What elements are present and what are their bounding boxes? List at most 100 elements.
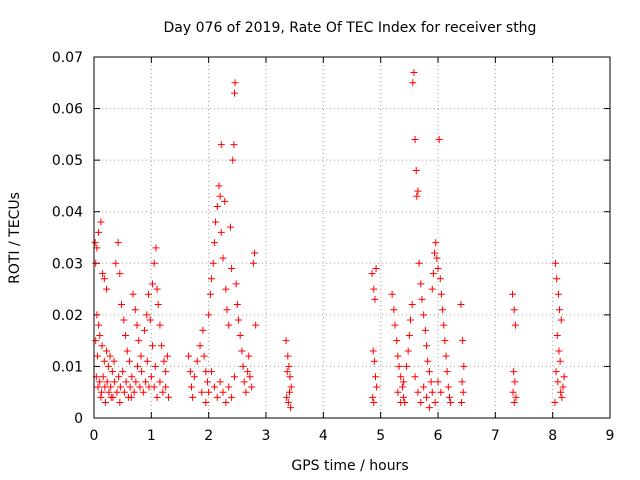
data-point: [431, 249, 439, 257]
data-point: [558, 393, 566, 401]
data-point: [509, 388, 517, 396]
data-point: [204, 378, 212, 386]
data-point: [123, 347, 131, 355]
data-point: [93, 352, 101, 360]
data-point: [510, 368, 518, 376]
data-point: [99, 373, 107, 381]
data-point: [394, 352, 402, 360]
data-point: [222, 285, 230, 293]
x-axis-title: GPS time / hours: [291, 458, 408, 474]
data-point: [126, 383, 134, 391]
y-tick-label: 0.05: [52, 153, 83, 169]
data-point: [234, 316, 242, 324]
data-point: [391, 321, 399, 329]
data-point: [119, 368, 127, 376]
data-point: [232, 280, 240, 288]
data-point: [116, 270, 124, 278]
data-point: [408, 301, 416, 309]
data-point: [428, 285, 436, 293]
y-axis-title: ROTI / TECUs: [7, 192, 23, 284]
data-point: [110, 357, 118, 365]
data-point: [107, 383, 115, 391]
data-point: [122, 378, 130, 386]
data-point: [369, 347, 377, 355]
data-point: [400, 393, 408, 401]
data-point: [417, 280, 425, 288]
data-point: [223, 306, 231, 314]
data-point: [420, 311, 428, 319]
plot-area-frame: [93, 56, 611, 419]
data-point: [216, 192, 224, 200]
data-point: [285, 362, 293, 370]
data-point: [99, 270, 107, 278]
data-point: [397, 399, 405, 407]
y-tick-label: 0.03: [52, 256, 83, 272]
data-point: [152, 244, 160, 252]
data-point: [511, 378, 519, 386]
data-point: [116, 383, 124, 391]
data-point: [282, 337, 290, 345]
data-point: [200, 352, 208, 360]
data-point: [559, 383, 567, 391]
data-point: [97, 388, 105, 396]
data-point: [395, 362, 403, 370]
data-point: [202, 399, 210, 407]
data-point: [554, 290, 562, 298]
data-point: [240, 378, 248, 386]
data-point: [421, 326, 429, 334]
data-point: [415, 259, 423, 267]
data-point: [404, 347, 412, 355]
data-point: [158, 342, 166, 350]
data-point: [106, 352, 114, 360]
x-tick-label: 8: [548, 428, 557, 444]
data-point: [226, 223, 234, 231]
x-tick-label: 9: [606, 428, 615, 444]
x-tick-label: 0: [90, 428, 99, 444]
data-point: [196, 342, 204, 350]
data-point: [146, 316, 154, 324]
data-point: [92, 259, 100, 267]
data-point: [186, 368, 194, 376]
data-point: [222, 399, 230, 407]
data-point: [447, 399, 455, 407]
data-point: [390, 306, 398, 314]
data-point: [409, 79, 417, 87]
data-point: [139, 388, 147, 396]
data-point: [411, 373, 419, 381]
data-point: [156, 321, 164, 329]
data-point: [115, 373, 123, 381]
data-point: [97, 393, 105, 401]
data-point: [239, 362, 247, 370]
data-point: [154, 301, 162, 309]
data-point: [437, 388, 445, 396]
data-point: [111, 378, 119, 386]
data-point: [120, 316, 128, 324]
data-point: [428, 388, 436, 396]
data-point: [206, 290, 214, 298]
data-point: [140, 326, 148, 334]
data-point: [457, 301, 465, 309]
chart-title: Day 076 of 2019, Rate Of TEC Index for r…: [164, 20, 537, 36]
data-point: [208, 275, 216, 283]
data-point: [557, 388, 565, 396]
data-point: [284, 399, 292, 407]
data-point: [423, 393, 431, 401]
data-point: [190, 373, 198, 381]
data-point: [252, 321, 260, 329]
data-point: [120, 388, 128, 396]
data-point: [137, 352, 145, 360]
data-point: [244, 368, 252, 376]
data-point: [133, 321, 141, 329]
data-point: [105, 388, 113, 396]
data-point: [212, 218, 220, 226]
data-point: [434, 264, 442, 272]
data-point: [132, 378, 140, 386]
data-point: [433, 254, 441, 262]
data-point: [219, 388, 227, 396]
data-point: [187, 383, 195, 391]
data-point: [144, 290, 152, 298]
data-point: [238, 347, 246, 355]
data-point: [163, 352, 171, 360]
data-point: [147, 373, 155, 381]
